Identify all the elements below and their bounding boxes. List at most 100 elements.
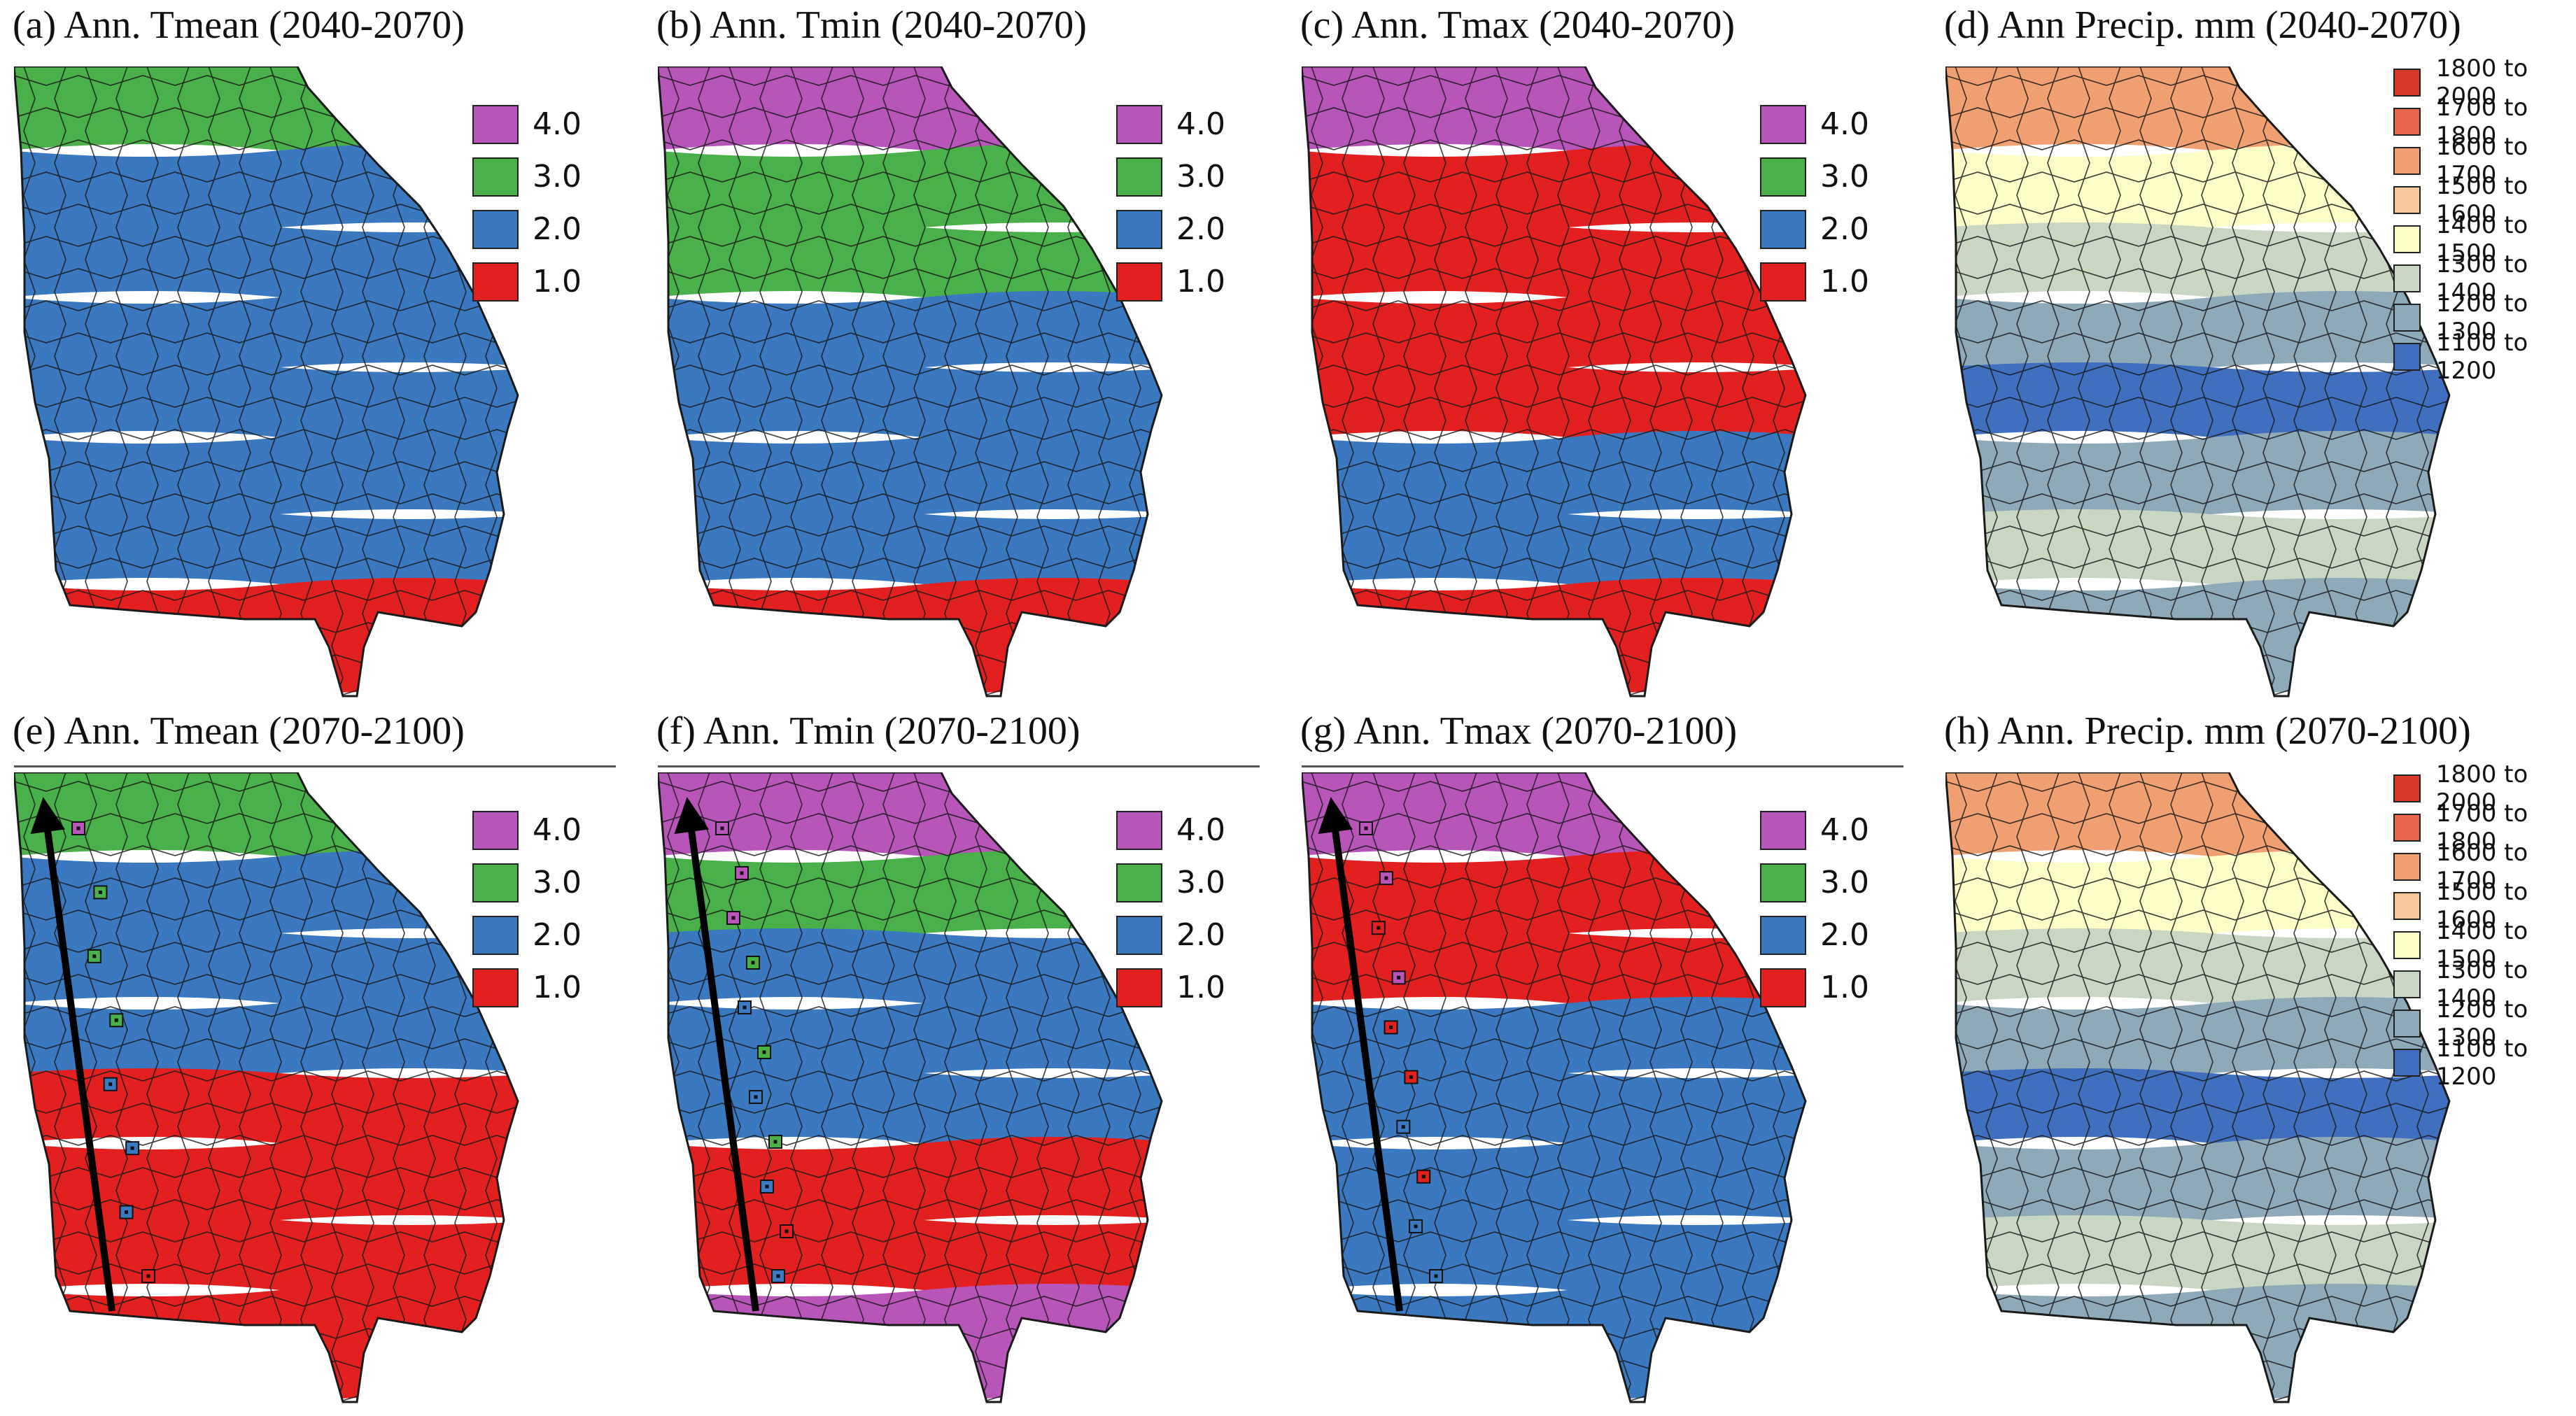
legend-swatch	[1760, 209, 1806, 249]
state-outline	[658, 772, 1163, 1403]
legend-label: 1.0	[1820, 970, 1869, 1005]
legend-swatch	[472, 968, 519, 1007]
legend-swatch	[1116, 915, 1162, 955]
trend-arrow	[674, 797, 759, 1312]
legend-label: 3.0	[1820, 865, 1869, 900]
zone-h-4	[1945, 1068, 2449, 1149]
legend-entry: 1.0	[1116, 255, 1225, 308]
precipitation-legend: 1800 to 2000 1700 to 1800 1600 to 1700 1500…	[2393, 760, 2575, 1091]
legend-swatch	[472, 863, 519, 902]
panel-title-c: (c) Ann. Tmax (2040-2070)	[1300, 3, 1736, 47]
legend-label: 3.0	[533, 865, 582, 900]
legend-entry: 3.0	[472, 856, 582, 909]
legend-entry: 1500 to 1600	[2393, 172, 2575, 228]
georgia-county-map	[1945, 66, 2451, 698]
legend-entry: 3.0	[472, 150, 582, 203]
zone-g-7	[1302, 1284, 1806, 1402]
legend-entry: 3.0	[1760, 150, 1869, 203]
zone-a-4	[14, 362, 518, 444]
zone-d-6	[1945, 509, 2449, 590]
legend-swatch	[2393, 343, 2421, 371]
legend-entry: 1.0	[1760, 255, 1869, 308]
zone-e-4	[14, 1068, 518, 1149]
legend-entry: 4.0	[1116, 98, 1225, 150]
legend-label: 1.0	[1176, 970, 1225, 1005]
legend-label: 1300 to 1400	[2435, 250, 2528, 306]
legend-entry: 1500 to 1600	[2393, 878, 2575, 934]
legend-label: 1800 to 2000	[2435, 760, 2528, 816]
legend-label: 1400 to 1500	[2435, 211, 2528, 267]
legend-swatch	[2393, 225, 2421, 253]
zone-g-5	[1302, 1137, 1806, 1225]
map-panel-a: (a) Ann. Tmean (2040-2070) 4.0 3.0 2.0 1.0	[0, 0, 644, 706]
legend-entry: 1400 to 1500	[2393, 211, 2575, 267]
panel-title-e: (e) Ann. Tmean (2070-2100)	[13, 709, 465, 753]
zone-f-4	[658, 1068, 1162, 1149]
zone-h-2	[1945, 928, 2449, 1010]
legend-label: 4.0	[1176, 106, 1225, 142]
panel-title-g: (g) Ann. Tmax (2070-2100)	[1300, 709, 1738, 753]
zone-d-2	[1945, 222, 2449, 304]
temperature-legend: 4.0 3.0 2.0 1.0	[1760, 804, 1869, 1014]
zone-d-4	[1945, 362, 2449, 444]
legend-entry: 3.0	[1760, 856, 1869, 909]
legend-label: 3.0	[533, 159, 582, 194]
title-underline	[658, 765, 1260, 767]
zone-b-7	[658, 578, 1162, 696]
legend-swatch	[1760, 104, 1806, 144]
state-outline	[1945, 772, 2451, 1403]
zone-c-2	[1302, 222, 1806, 304]
legend-entry: 1800 to 2000	[2393, 760, 2575, 816]
legend-swatch	[1760, 915, 1806, 955]
state-outline	[658, 66, 1163, 698]
legend-label: 2.0	[533, 917, 582, 953]
legend-entry: 2.0	[1116, 909, 1225, 961]
zone-h-5	[1945, 1137, 2449, 1225]
legend-label: 4.0	[533, 812, 582, 848]
georgia-county-map	[658, 66, 1163, 698]
legend-label: 1500 to 1600	[2435, 172, 2528, 228]
zone-b-5	[658, 431, 1162, 519]
legend-label: 1700 to 1800	[2435, 94, 2528, 150]
panel-title-a: (a) Ann. Tmean (2040-2070)	[13, 3, 465, 47]
legend-entry: 1.0	[472, 961, 582, 1014]
legend-swatch	[2393, 186, 2421, 214]
legend-entry: 4.0	[472, 804, 582, 856]
temperature-legend: 4.0 3.0 2.0 1.0	[472, 98, 582, 308]
legend-entry: 1100 to 1200	[2393, 329, 2575, 385]
legend-swatch	[2393, 853, 2421, 881]
legend-swatch	[1116, 968, 1162, 1007]
legend-swatch	[472, 262, 519, 302]
legend-label: 4.0	[1820, 106, 1869, 142]
georgia-county-map	[1302, 772, 1807, 1403]
temperature-legend: 4.0 3.0 2.0 1.0	[472, 804, 582, 1014]
zone-d-3	[1945, 291, 2449, 372]
zone-a-7	[14, 578, 518, 696]
zone-f-6	[658, 1215, 1162, 1296]
legend-swatch	[2393, 69, 2421, 97]
zone-e-6	[14, 1215, 518, 1296]
legend-swatch	[2393, 892, 2421, 920]
legend-swatch	[472, 157, 519, 197]
zone-c-5	[1302, 431, 1806, 519]
zone-g-4	[1302, 1068, 1806, 1149]
legend-swatch	[2393, 147, 2421, 175]
zone-d-5	[1945, 431, 2449, 519]
state-outline	[1302, 66, 1807, 698]
legend-label: 1200 to 1300	[2435, 290, 2528, 346]
temperature-legend: 4.0 3.0 2.0 1.0	[1116, 804, 1225, 1014]
legend-label: 4.0	[1820, 812, 1869, 848]
zone-b-6	[658, 509, 1162, 590]
legend-entry: 2.0	[472, 203, 582, 255]
state-outline	[14, 772, 519, 1403]
legend-label: 2.0	[1176, 211, 1225, 247]
legend-entry: 1400 to 1500	[2393, 917, 2575, 973]
legend-entry: 2.0	[1760, 203, 1869, 255]
legend-swatch	[2393, 931, 2421, 959]
legend-label: 2.0	[533, 211, 582, 247]
legend-entry: 2.0	[1116, 203, 1225, 255]
georgia-county-map	[14, 66, 519, 698]
map-panel-g: (g) Ann. Tmax (2070-2100) 4.0 3.0 2.0 1.0	[1288, 706, 1931, 1412]
legend-swatch	[1760, 262, 1806, 302]
legend-swatch	[2393, 1049, 2421, 1077]
